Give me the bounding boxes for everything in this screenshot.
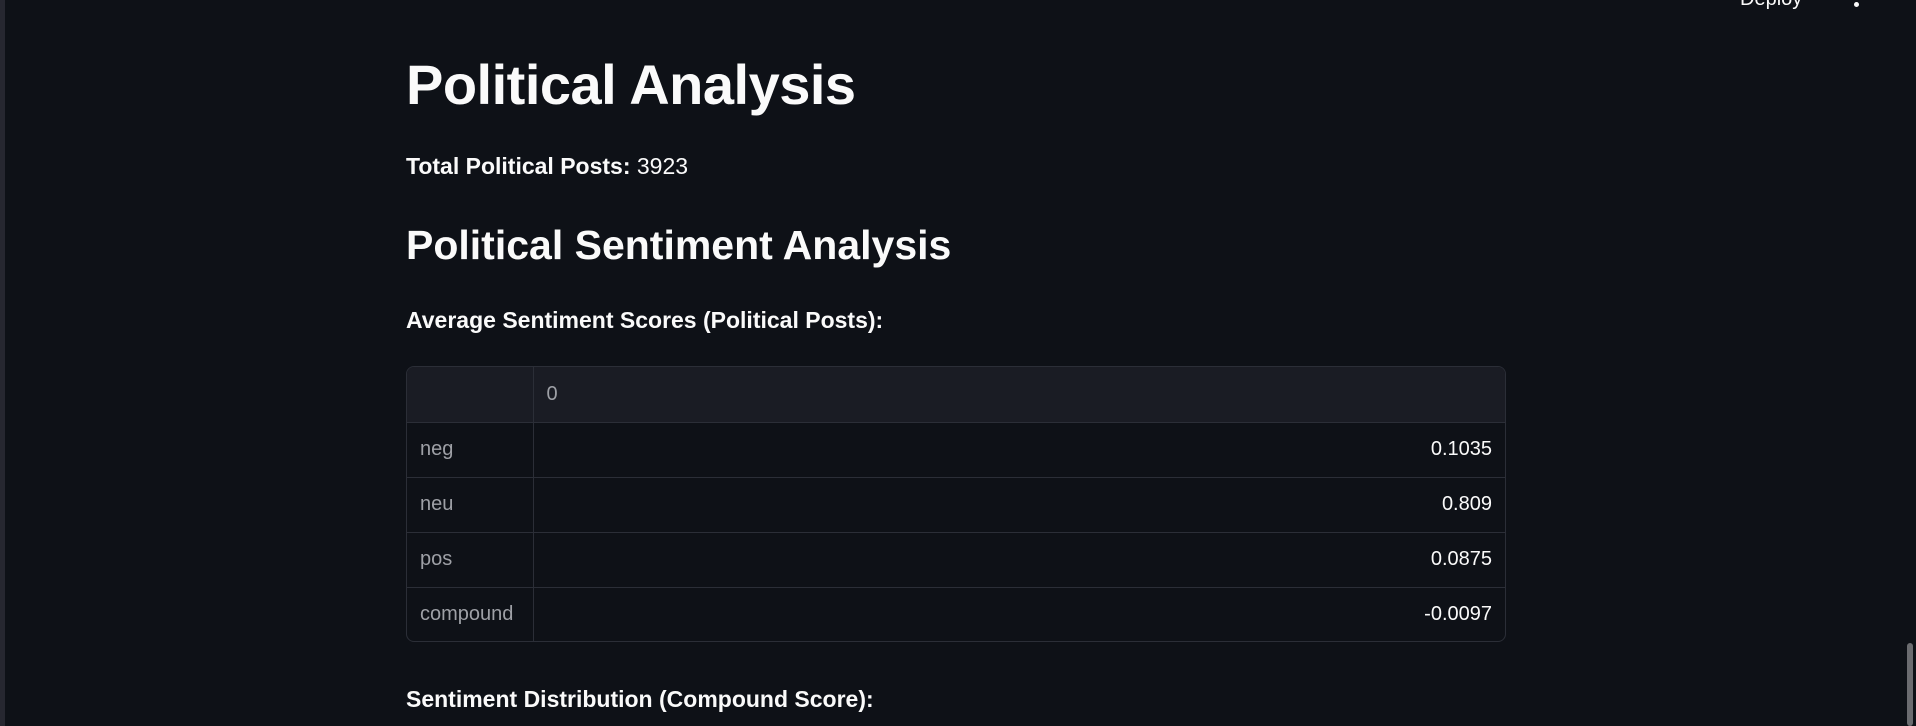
column-header[interactable]: 0: [533, 367, 1505, 423]
row-label: pos: [407, 532, 534, 588]
row-value[interactable]: 0.1035: [533, 422, 1505, 478]
sentiment-table[interactable]: 0 neg 0.1035 neu 0.809 pos 0.0875 compou…: [406, 366, 1506, 642]
page-title: Political Analysis: [406, 53, 856, 116]
distribution-label: Sentiment Distribution (Compound Score):: [406, 686, 874, 712]
table-row: compound -0.0097: [407, 587, 1505, 641]
table-row: pos 0.0875: [407, 532, 1505, 588]
deploy-button[interactable]: Deploy: [1740, 0, 1802, 11]
row-value[interactable]: 0.0875: [533, 532, 1505, 588]
row-value[interactable]: -0.0097: [1424, 603, 1492, 626]
total-posts-value: 3923: [636, 153, 689, 179]
row-value[interactable]: 0.809: [533, 477, 1505, 533]
row-label: neg: [407, 422, 534, 478]
app-header: Deploy: [0, 0, 1916, 14]
total-posts: Total Political Posts: 3923: [406, 153, 688, 180]
total-posts-label: Total Political Posts:: [406, 153, 631, 179]
row-label: neu: [407, 477, 534, 533]
row-label: compound: [407, 587, 534, 641]
scrollbar-thumb[interactable]: [1907, 643, 1913, 726]
average-scores-label: Average Sentiment Scores (Political Post…: [406, 307, 884, 333]
table-header-row: 0: [407, 367, 1505, 423]
scrollbar[interactable]: [1904, 0, 1916, 726]
kebab-menu-icon[interactable]: [1853, 0, 1861, 10]
sentiment-heading: Political Sentiment Analysis: [406, 222, 952, 268]
index-header: [407, 367, 534, 423]
window-left-edge: [0, 0, 5, 726]
table-row: neu 0.809: [407, 477, 1505, 533]
table-row: neg 0.1035: [407, 422, 1505, 478]
